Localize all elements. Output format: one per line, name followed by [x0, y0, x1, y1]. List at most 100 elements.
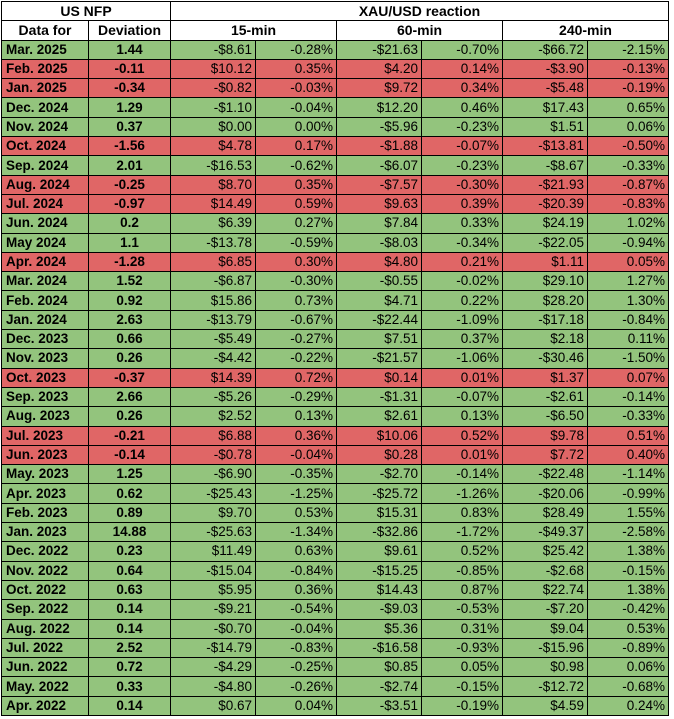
change-60-min-cell: -$7.57: [336, 174, 422, 195]
pct-240-min-cell: 1.02%: [587, 213, 669, 234]
pct-60-min-cell: -0.53%: [421, 599, 503, 620]
pct-60-min-cell: -0.07%: [421, 136, 503, 157]
pct-15-min-cell: -0.67%: [255, 309, 337, 331]
pct-15-min-cell: -1.25%: [255, 483, 337, 504]
change-15-min-cell: $6.85: [170, 251, 256, 273]
change-15-min-cell: -$25.43: [170, 483, 256, 504]
change-60-min-cell: $4.80: [336, 251, 422, 273]
date-cell: Jun. 2023: [1, 444, 89, 466]
change-60-min-cell: $14.43: [336, 579, 422, 601]
change-60-min-cell: $9.63: [336, 193, 422, 215]
change-240-min-cell: -$20.06: [502, 483, 588, 504]
table-row: Aug. 2023 0.26 $2.52 0.13% $2.61 0.13% -$6.50-…: [1, 406, 669, 427]
change-15-min-cell: $4.78: [170, 136, 256, 157]
pct-240-min-cell: -0.33%: [587, 406, 669, 427]
table-row: Oct. 2022 0.63 $5.95 0.36% $14.43 0.87% $22.74…: [1, 579, 669, 601]
15-min-header: 15-min: [170, 20, 337, 41]
change-240-min-cell: -$2.61: [502, 386, 588, 408]
change-15-min-cell: $2.52: [170, 406, 256, 427]
deviation-cell: 0.72: [88, 657, 171, 678]
change-60-min-cell: $4.20: [336, 58, 422, 80]
pct-15-min-cell: -0.04%: [255, 444, 337, 466]
deviation-cell: -0.37: [88, 367, 171, 388]
table-row: Nov. 2022 0.64 -$15.04 -0.84% -$15.25 -0.85% -…: [1, 560, 669, 581]
date-cell: Jan. 2025: [1, 78, 89, 99]
change-15-min-cell: -$0.78: [170, 444, 256, 466]
pct-15-min-cell: -1.34%: [255, 522, 337, 543]
pct-60-min-cell: -0.07%: [421, 386, 503, 408]
pct-60-min-cell: -0.70%: [421, 39, 503, 60]
pct-15-min-cell: 0.59%: [255, 193, 337, 215]
change-240-min-cell: -$5.48: [502, 78, 588, 99]
table-row: Apr. 2022 0.14 $0.67 0.04% -$3.51 -0.19% $4.59…: [1, 695, 669, 716]
change-60-min-cell: -$21.63: [336, 39, 422, 60]
change-60-min-cell: -$8.03: [336, 232, 422, 253]
change-15-min-cell: -$8.61: [170, 39, 256, 60]
pct-15-min-cell: -0.27%: [255, 329, 337, 350]
deviation-cell: -0.25: [88, 174, 171, 195]
pct-15-min-cell: 0.04%: [255, 695, 337, 716]
deviation-cell: 0.92: [88, 290, 171, 311]
date-cell: Sep. 2023: [1, 386, 89, 408]
table-row: Oct. 2023 -0.37 $14.39 0.72% $0.14 0.01% $1.37…: [1, 367, 669, 388]
table-row: May. 2022 0.33 -$4.80 -0.26% -$2.74 -0.15% -$1…: [1, 676, 669, 697]
change-60-min-cell: $10.06: [336, 425, 422, 446]
change-60-min-cell: -$3.51: [336, 695, 422, 716]
deviation-cell: 0.37: [88, 116, 171, 138]
change-240-min-cell: -$66.72: [502, 39, 588, 60]
pct-60-min-cell: 0.14%: [421, 58, 503, 80]
date-cell: May 2024: [1, 232, 89, 253]
pct-240-min-cell: 0.11%: [587, 329, 669, 350]
deviation-cell: 0.64: [88, 560, 171, 581]
change-15-min-cell: -$1.10: [170, 97, 256, 118]
change-15-min-cell: -$15.04: [170, 560, 256, 581]
date-cell: Jul. 2022: [1, 637, 89, 659]
pct-60-min-cell: -1.72%: [421, 522, 503, 543]
pct-15-min-cell: 0.27%: [255, 213, 337, 234]
change-15-min-cell: $6.88: [170, 425, 256, 446]
table-row: Jan. 2023 14.88 -$25.63 -1.34% -$32.86 -1.72%…: [1, 522, 669, 543]
pct-15-min-cell: 0.36%: [255, 425, 337, 446]
change-60-min-cell: $7.51: [336, 329, 422, 350]
change-15-min-cell: -$6.90: [170, 464, 256, 485]
pct-15-min-cell: 0.35%: [255, 58, 337, 80]
change-15-min-cell: $6.39: [170, 213, 256, 234]
pct-240-min-cell: 0.05%: [587, 251, 669, 273]
change-240-min-cell: $29.10: [502, 271, 588, 292]
change-240-min-cell: $4.59: [502, 695, 588, 716]
pct-240-min-cell: 1.30%: [587, 290, 669, 311]
change-15-min-cell: $11.49: [170, 541, 256, 562]
table-row: Jan. 2024 2.63 -$13.79 -0.67% -$22.44 -1.09% -…: [1, 309, 669, 331]
pct-240-min-cell: 0.24%: [587, 695, 669, 716]
pct-240-min-cell: -0.19%: [587, 78, 669, 99]
change-240-min-cell: -$15.96: [502, 637, 588, 659]
pct-60-min-cell: 0.33%: [421, 213, 503, 234]
table-row: Nov. 2024 0.37 $0.00 0.00% -$5.96 -0.23% $1.51…: [1, 116, 669, 138]
pct-15-min-cell: -0.84%: [255, 560, 337, 581]
change-240-min-cell: $1.37: [502, 367, 588, 388]
pct-240-min-cell: 0.06%: [587, 657, 669, 678]
change-240-min-cell: $28.20: [502, 290, 588, 311]
change-15-min-cell: -$16.53: [170, 155, 256, 176]
deviation-cell: 0.89: [88, 502, 171, 524]
change-15-min-cell: -$9.21: [170, 599, 256, 620]
change-15-min-cell: -$0.70: [170, 618, 256, 639]
date-cell: Feb. 2025: [1, 58, 89, 80]
change-240-min-cell: $25.42: [502, 541, 588, 562]
deviation-cell: 0.62: [88, 483, 171, 504]
change-240-min-cell: -$8.67: [502, 155, 588, 176]
change-15-min-cell: -$14.79: [170, 637, 256, 659]
change-15-min-cell: -$4.80: [170, 676, 256, 697]
change-240-min-cell: -$49.37: [502, 522, 588, 543]
change-15-min-cell: -$13.78: [170, 232, 256, 253]
pct-240-min-cell: -0.99%: [587, 483, 669, 504]
change-240-min-cell: $17.43: [502, 97, 588, 118]
change-60-min-cell: $0.28: [336, 444, 422, 466]
date-cell: Oct. 2022: [1, 579, 89, 601]
deviation-cell: 0.14: [88, 618, 171, 639]
change-60-min-cell: -$2.74: [336, 676, 422, 697]
pct-15-min-cell: 0.53%: [255, 502, 337, 524]
change-240-min-cell: $0.98: [502, 657, 588, 678]
change-240-min-cell: -$30.46: [502, 348, 588, 369]
table-row: Jul. 2022 2.52 -$14.79 -0.83% -$16.58 -0.93% -…: [1, 637, 669, 659]
